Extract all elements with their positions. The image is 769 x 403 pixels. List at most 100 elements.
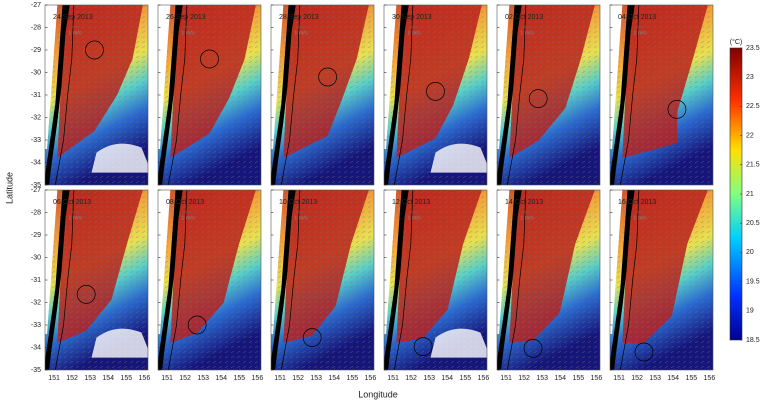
colorbar-label: (°C) (730, 38, 743, 46)
eddy (85, 40, 104, 60)
scale-label: 1 m/s (633, 215, 647, 221)
eddy (528, 89, 548, 108)
x-tick-label: 154 (215, 375, 227, 382)
land (384, 5, 409, 185)
no-data (497, 190, 510, 334)
panel-date: 02 Oct 2013 (505, 14, 543, 21)
land (610, 5, 635, 185)
cloud-gap (430, 328, 487, 358)
map-content (610, 5, 713, 185)
eddy (634, 342, 654, 362)
map-panel: 10 Oct 2013 1 m/s 151 152 153 154 155 156 (270, 189, 377, 382)
map-panel: 02 Oct 2013 1 m/s (496, 4, 601, 186)
y-tick-label: -31 (31, 277, 41, 284)
x-tick-label: 151 (613, 375, 625, 382)
x-tick-label: 153 (197, 375, 209, 382)
x-tick-label: 153 (310, 375, 322, 382)
land (497, 190, 522, 370)
x-tick-label: 156 (365, 375, 377, 382)
map-panel: 28 Sep 2013 1 m/s (270, 4, 375, 186)
y-tick-label: -35 (31, 182, 41, 189)
map-panel: 24 Sep 2013 1 m/s -27 -28 -29 -30 -31 -32 -33 -34… (31, 2, 149, 189)
cloud-gap (91, 328, 148, 358)
cloud-gap (430, 143, 487, 173)
x-tick-label: 154 (667, 375, 679, 382)
x-tick-label: 151 (274, 375, 286, 382)
shelf-contour (619, 5, 640, 185)
y-tick-label: -28 (31, 209, 41, 216)
x-tick-label: 156 (591, 375, 603, 382)
panel-date: 14 Oct 2013 (505, 199, 543, 206)
land (158, 190, 183, 370)
x-tick-label: 152 (66, 375, 78, 382)
map-panel: 04 Oct 2013 1 m/s (609, 4, 714, 186)
map-content (497, 190, 600, 370)
no-data (158, 5, 171, 149)
no-data (610, 5, 623, 149)
y-tick-label: -28 (31, 24, 41, 31)
map-content (271, 190, 374, 370)
colorbar-tick-label: 23.5 (746, 45, 760, 52)
y-tick-label: -34 (31, 344, 41, 351)
x-tick-label: 156 (139, 375, 151, 382)
x-tick-label: 152 (405, 375, 417, 382)
map-panel: 14 Oct 2013 1 m/s 151 152 153 154 155 156 (496, 189, 603, 382)
shelf-contour (167, 5, 188, 185)
colorbar-tick-label: 20 (746, 249, 754, 256)
scale-label: 1 m/s (294, 30, 308, 36)
x-axis-label: Longitude (358, 389, 398, 399)
x-tick-label: 156 (252, 375, 264, 382)
x-tick-label: 155 (120, 375, 132, 382)
map-panel: 30 Sep 2013 1 m/s (383, 4, 488, 186)
x-tick-label: 152 (631, 375, 643, 382)
scale-label: 1 m/s (633, 30, 647, 36)
x-tick-label: 151 (500, 375, 512, 382)
scale-label: 1 m/s (407, 215, 421, 221)
no-data (497, 5, 510, 149)
scale-label: 1 m/s (294, 215, 308, 221)
scale-label: 1 m/s (68, 30, 82, 36)
x-tick-label: 153 (536, 375, 548, 382)
colorbar-tick-label: 18.5 (746, 337, 760, 344)
map-panel: 06 Oct 2013 1 m/s -27 -28 -29 -30 -31 -32 -33 -34… (31, 187, 151, 382)
colorbar-tick-label: 23 (746, 74, 754, 81)
x-tick-label: 152 (179, 375, 191, 382)
y-tick-label: -32 (31, 114, 41, 121)
eddy (413, 337, 433, 356)
no-data (610, 190, 623, 334)
x-tick-label: 152 (292, 375, 304, 382)
map-content (45, 190, 148, 370)
panel-date: 04 Oct 2013 (618, 14, 656, 21)
no-data (384, 5, 397, 149)
land (497, 5, 522, 185)
map-content (45, 5, 148, 185)
x-tick-label: 152 (518, 375, 530, 382)
panel-date: 26 Sep 2013 (166, 14, 206, 21)
no-data (158, 190, 171, 334)
x-tick-label: 151 (48, 375, 60, 382)
panel-date: 16 Oct 2013 (618, 199, 656, 206)
colorbar-tick-label: 21.5 (746, 162, 760, 169)
no-data (384, 190, 397, 334)
shelf-contour (506, 5, 527, 185)
panel-date: 30 Sep 2013 (392, 14, 432, 21)
scale-label: 1 m/s (520, 30, 534, 36)
scale-label: 1 m/s (520, 215, 534, 221)
eddy (76, 285, 96, 304)
y-tick-label: -33 (31, 137, 41, 144)
land (158, 5, 183, 185)
map-panel: 08 Oct 2013 1 m/s 151 152 153 154 155 156 (157, 189, 264, 382)
y-tick-label: -35 (31, 367, 41, 374)
x-tick-label: 151 (161, 375, 173, 382)
y-tick-label: -32 (31, 299, 41, 306)
colorbar-tick-label: 22.5 (746, 103, 760, 110)
land (271, 5, 296, 185)
y-tick-label: -29 (31, 232, 41, 239)
x-tick-label: 153 (423, 375, 435, 382)
colorbar-tick-label: 22 (746, 132, 754, 139)
colorbar-tick-label: 19.5 (746, 278, 760, 285)
map-panel: 26 Sep 2013 1 m/s (157, 4, 262, 186)
colorbar-tick-label: 19 (746, 308, 754, 315)
x-tick-label: 151 (387, 375, 399, 382)
panel-date: 28 Sep 2013 (279, 14, 319, 21)
